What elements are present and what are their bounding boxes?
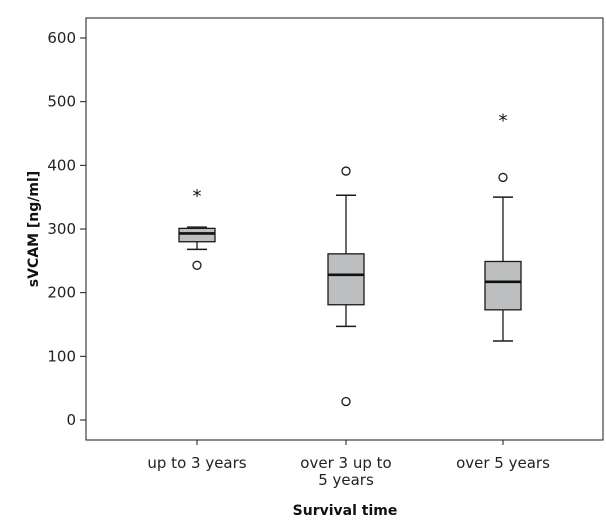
box-1: * [178,186,216,270]
iqr-box [327,253,365,306]
outlier-circle [192,260,202,270]
y-axis: 0 100 200 300 400 500 600 [47,29,86,429]
outlier-star: * [193,186,202,207]
outlier-circle [498,172,508,183]
plot-frame [85,17,604,441]
outlier-circle [341,166,351,176]
x-axis-title: Survival time [293,503,398,519]
y-tick-label: 100 [47,347,76,365]
y-tick-label: 200 [47,284,76,302]
y-tick-label: 500 [47,93,76,111]
outlier-circle [341,396,351,407]
outlier-star: * [499,111,508,132]
y-tick-label: 400 [47,156,76,174]
y-axis-title: sVCAM [ng/ml] [26,171,42,287]
y-tick-label: 600 [47,29,76,47]
x-axis: up to 3 years over 3 up to 5 years over 5 y… [147,440,550,489]
boxes-group: ** [178,111,522,407]
x-category-label: over 5 years [456,454,550,472]
y-tick-label: 300 [47,220,76,238]
y-tick-label: 0 [66,411,76,429]
iqr-box [484,260,522,311]
box-3: * [484,111,522,342]
iqr-box [178,227,216,243]
box-2 [327,166,365,407]
x-category-label: up to 3 years [147,454,246,472]
x-category-label: over 3 up to 5 years [300,454,391,489]
